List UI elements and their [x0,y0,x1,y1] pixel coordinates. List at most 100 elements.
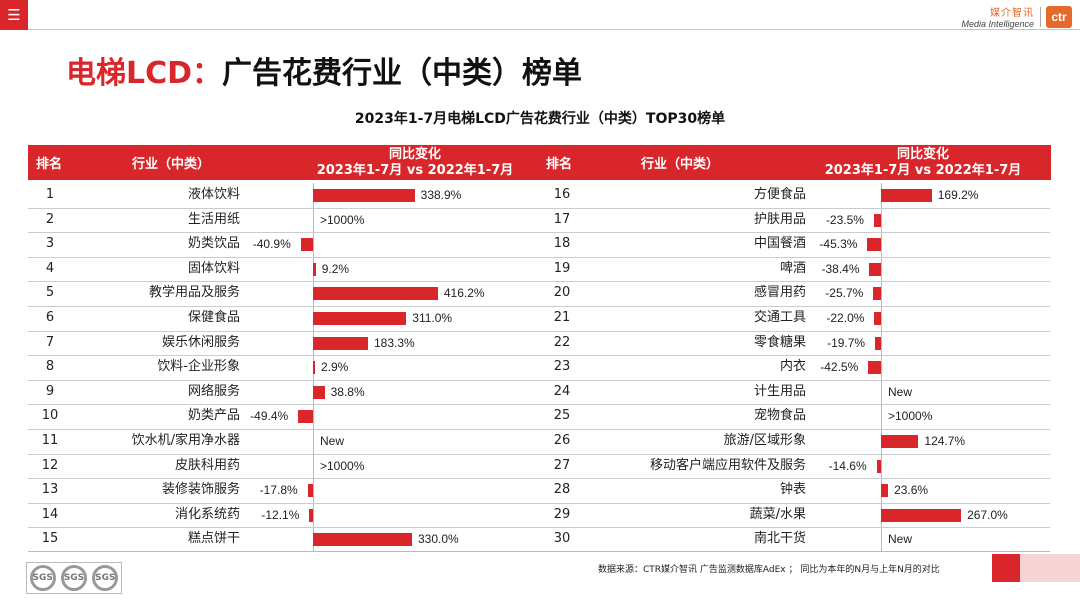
row-divider [28,478,540,479]
row-divider [540,429,1050,430]
rank-number: 17 [553,212,571,227]
header-change-line1: 同比变化 [896,146,949,162]
data-label: New [320,434,345,448]
rank-number: 5 [45,285,55,300]
change-bar [313,263,316,276]
row-divider [540,404,1050,405]
change-bar [309,509,313,522]
data-label: -19.7% [827,336,866,350]
industry-name: 固体饮料 [187,261,240,276]
rank-number: 2 [45,212,55,227]
industry-name: 旅游/区域形象 [723,433,806,448]
row-divider [540,208,1050,209]
data-label: >1000% [888,409,933,423]
table-bottom-line-left [28,551,540,552]
industry-name: 消化系统药 [174,507,240,522]
ctr-logo-icon: ctr [1046,5,1072,28]
change-bar [300,238,313,251]
logo-cn-text: 媒介智讯 [990,8,1034,19]
change-bar [313,312,407,325]
industry-name: 装修装饰服务 [161,482,240,497]
industry-name: 饮水机/家用净水器 [131,433,240,448]
change-bar [881,509,962,522]
zero-axis-line [881,183,882,551]
change-bar [868,361,881,374]
data-label: New [888,385,913,399]
industry-name: 方便食品 [753,187,806,202]
rank-number: 28 [553,482,571,497]
header-change-left: 同比变化 2023年1-7月 vs 2022年1-7月 [310,145,520,180]
rank-number: 13 [41,482,59,497]
industry-name: 生活用纸 [187,212,240,227]
industry-name: 保健食品 [187,310,240,325]
rank-number: 22 [553,335,571,350]
industry-name: 娱乐休闲服务 [161,335,240,350]
header-industry-left: 行业（中类） [132,157,211,172]
data-label: -38.4% [821,262,860,276]
hamburger-menu-icon: ☰ [7,6,21,24]
menu-button[interactable]: ☰ [0,0,28,30]
rank-number: 15 [41,531,59,546]
header-change-right: 同比变化 2023年1-7月 vs 2022年1-7月 [818,145,1028,180]
row-divider [28,232,540,233]
change-bar [313,361,315,374]
industry-name: 内衣 [779,359,806,374]
row-divider [540,380,1050,381]
industry-name: 宠物食品 [753,408,806,423]
row-divider [28,380,540,381]
logo-separator [1040,6,1041,27]
data-label: 338.9% [420,188,462,202]
industry-name: 啤酒 [779,261,806,276]
data-label: 2.9% [321,360,349,374]
industry-name: 零食糖果 [753,335,806,350]
change-bar [313,189,415,202]
industry-name: 教学用品及服务 [148,285,240,300]
data-label: 183.3% [373,336,415,350]
row-divider [540,232,1050,233]
data-label: 169.2% [937,188,979,202]
row-divider [540,331,1050,332]
rank-number: 12 [41,458,59,473]
industry-name: 液体饮料 [187,187,240,202]
change-bar [313,386,325,399]
change-bar [313,337,368,350]
header-change-line2: 2023年1-7月 vs 2022年1-7月 [316,162,514,178]
row-divider [28,527,540,528]
rank-number: 25 [553,408,571,423]
change-bar [869,263,881,276]
row-divider [28,355,540,356]
data-label: -45.3% [819,237,858,251]
data-label: -25.7% [825,286,864,300]
row-divider [28,454,540,455]
row-divider [28,306,540,307]
data-label: -49.4% [250,409,289,423]
industry-name: 南北干货 [753,531,806,546]
footer-red-block [992,554,1020,582]
page-title-black: 广告花费行业（中类）榜单 [222,56,583,91]
data-label: -23.5% [825,213,864,227]
change-bar [881,189,932,202]
data-label: -40.9% [252,237,291,251]
data-label: 9.2% [321,262,350,276]
rank-number: 9 [45,384,55,399]
row-divider [28,429,540,430]
row-divider [540,454,1050,455]
header-rank-left: 排名 [36,157,63,172]
change-bar [881,484,889,497]
page-title: 电梯LCD：广告花费行业（中类）榜单 [66,48,582,92]
row-divider [540,503,1050,504]
row-divider [28,331,540,332]
industry-name: 蔬菜/水果 [749,507,806,522]
data-label: >1000% [320,213,365,227]
chart-title: 2023年1-7月电梯LCD广告花费行业（中类）TOP30榜单 [354,111,726,127]
rank-number: 14 [41,507,59,522]
data-label: 267.0% [967,508,1008,522]
header-rank-right: 排名 [546,157,573,172]
rank-number: 4 [45,261,55,276]
data-label: 38.8% [330,385,365,399]
rank-number: 8 [45,359,55,374]
change-bar [876,460,881,473]
header-change-line2: 2023年1-7月 vs 2022年1-7月 [824,162,1022,178]
rank-number: 16 [553,187,571,202]
data-label: -17.8% [259,483,298,497]
